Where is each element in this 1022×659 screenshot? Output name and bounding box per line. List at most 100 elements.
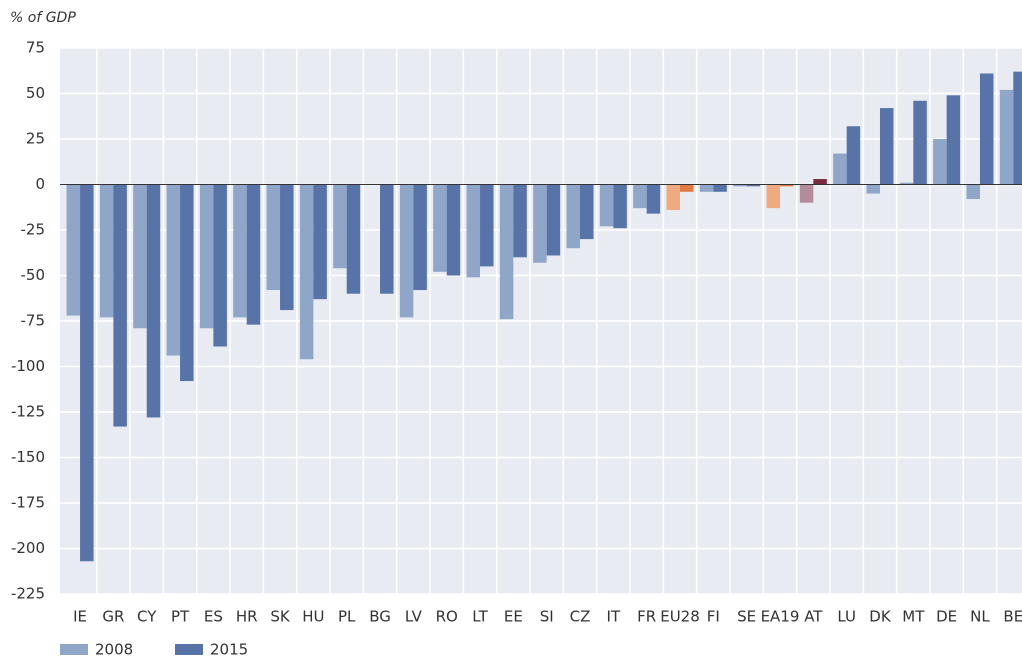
x-tick-label: NL: [970, 608, 990, 626]
y-tick-label: 25: [26, 130, 45, 148]
bar: [499, 184, 514, 320]
bar: [180, 184, 194, 382]
y-tick-label: -150: [11, 448, 45, 466]
bar: [480, 184, 494, 267]
x-tick-label: SE: [737, 608, 756, 626]
x-tick-label: EA19: [761, 608, 800, 626]
x-tick-label: SK: [270, 608, 291, 626]
bar: [199, 184, 214, 329]
x-tick-label: RO: [436, 608, 458, 626]
bar: [546, 184, 561, 256]
bar: [346, 184, 361, 294]
bar: [1013, 71, 1022, 185]
bar: [580, 184, 594, 240]
bar: [999, 89, 1014, 185]
bar: [446, 184, 461, 276]
y-tick-label: -125: [11, 403, 45, 421]
x-tick-label: DE: [936, 608, 957, 626]
x-tick-label: GR: [102, 608, 124, 626]
x-tick-label: HU: [302, 608, 324, 626]
bar: [680, 184, 694, 192]
x-tick-label: LV: [405, 608, 423, 626]
bar: [413, 184, 427, 291]
bar: [66, 184, 81, 316]
bar: [213, 184, 227, 347]
bar: [380, 184, 394, 294]
y-tick-label: -175: [11, 494, 45, 512]
bar: [466, 184, 481, 278]
x-tick-label: FR: [637, 608, 656, 626]
bar: [613, 184, 627, 229]
y-tick-label: -200: [11, 539, 45, 557]
bar: [699, 184, 714, 192]
bar: [666, 184, 681, 210]
x-tick-label: IE: [73, 608, 87, 626]
bar: [299, 184, 314, 360]
x-tick-label: MT: [902, 608, 925, 626]
y-tick-label: -25: [21, 221, 46, 239]
x-tick-label: BG: [369, 608, 391, 626]
bar: [866, 184, 880, 194]
bar: [799, 184, 814, 203]
y-tick-label: -50: [21, 266, 46, 284]
x-tick-label: PT: [171, 608, 190, 626]
bar: [399, 184, 414, 318]
bar: [633, 184, 647, 209]
bar: [846, 126, 861, 185]
bar: [233, 184, 247, 318]
x-tick-label: HR: [236, 608, 258, 626]
y-tick-label: 50: [26, 84, 45, 102]
y-tick-label: 0: [35, 175, 45, 193]
bar: [979, 73, 994, 185]
x-tick-label: LT: [472, 608, 488, 626]
x-tick-label: EU28: [660, 608, 700, 626]
bar: [433, 184, 447, 272]
bar: [533, 184, 547, 263]
y-tick-label: 75: [26, 39, 45, 57]
bar: [246, 184, 261, 325]
x-tick-label: DK: [869, 608, 892, 626]
bar: [713, 184, 727, 192]
bar: [899, 182, 914, 185]
bar: [966, 184, 980, 200]
bar: [913, 100, 927, 185]
y-tick-label: -100: [11, 357, 45, 375]
bar: [99, 184, 114, 318]
chart-title: % of GDP: [10, 10, 76, 26]
x-tick-label: AT: [804, 608, 823, 626]
legend-swatch: [60, 644, 88, 655]
bar: [733, 184, 747, 187]
y-tick-label: -75: [21, 312, 46, 330]
x-tick-label: EE: [504, 608, 523, 626]
y-tick-label: -225: [11, 585, 45, 603]
bar: [266, 184, 281, 291]
legend-label: 2008: [95, 641, 133, 659]
bar: [879, 108, 894, 185]
bar: [599, 184, 614, 227]
bar: [813, 179, 827, 185]
bar: [513, 184, 527, 258]
bar: [280, 184, 294, 311]
bar: [133, 184, 147, 329]
x-tick-label: BE: [1003, 608, 1022, 626]
bar: [566, 184, 581, 249]
bar: [746, 184, 761, 187]
bar: [113, 184, 127, 427]
x-tick-label: CY: [137, 608, 157, 626]
x-tick-label: SI: [540, 608, 554, 626]
legend-label: 2015: [210, 641, 248, 659]
bar: [80, 184, 94, 562]
bar: [779, 184, 794, 187]
x-tick-label: FI: [707, 608, 720, 626]
bar: [933, 139, 947, 185]
x-tick-label: IT: [607, 608, 621, 626]
bar: [766, 184, 780, 209]
bar: [333, 184, 347, 269]
bar: [146, 184, 161, 418]
x-tick-label: PL: [338, 608, 356, 626]
x-tick-label: LU: [837, 608, 856, 626]
bar: [833, 153, 847, 185]
bar: [313, 184, 327, 300]
